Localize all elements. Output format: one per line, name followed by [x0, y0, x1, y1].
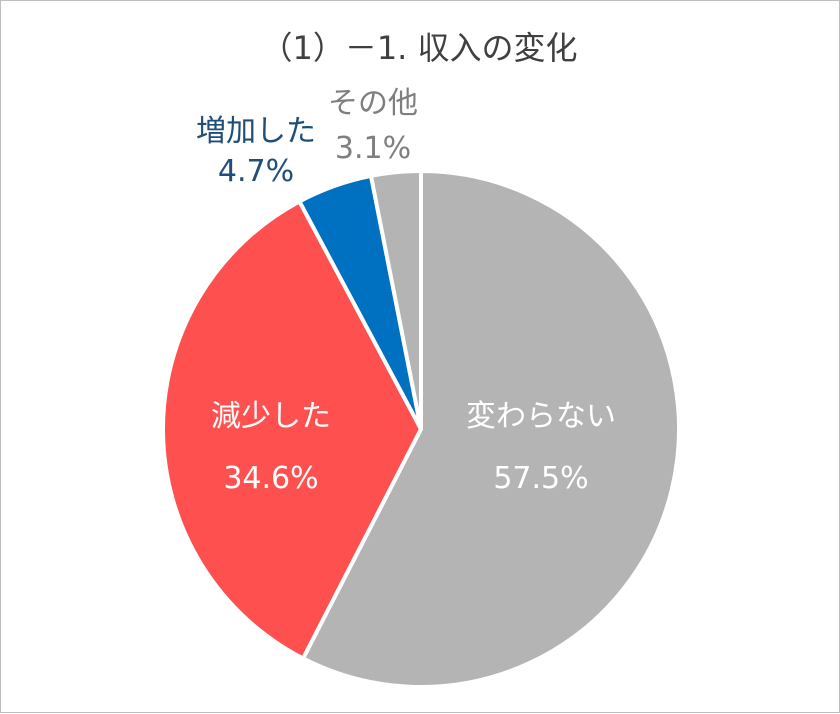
pie-labels: 変わらない 57.5% 減少した 34.6% 増加した 4.7% その他 3.1% — [196, 86, 616, 496]
slice-category-label: 変わらない — [466, 399, 616, 434]
slice-value-label: 57.5% — [493, 461, 588, 496]
pie-slice-2 — [161, 199, 423, 661]
pie-slice-1 — [301, 169, 681, 689]
chart-title: （1）－1. 収入の変化 — [260, 29, 577, 67]
slice-value-label: 3.1% — [335, 131, 411, 166]
pie-slices — [161, 169, 681, 689]
slice-value-label: 34.6% — [223, 461, 318, 496]
slice-value-label: 4.7% — [218, 154, 294, 189]
slice-category-label: 減少した — [211, 399, 331, 434]
pie-slice-4 — [369, 169, 423, 431]
slice-category-label: その他 — [328, 86, 418, 121]
slice-category-label: 増加した — [196, 114, 316, 149]
